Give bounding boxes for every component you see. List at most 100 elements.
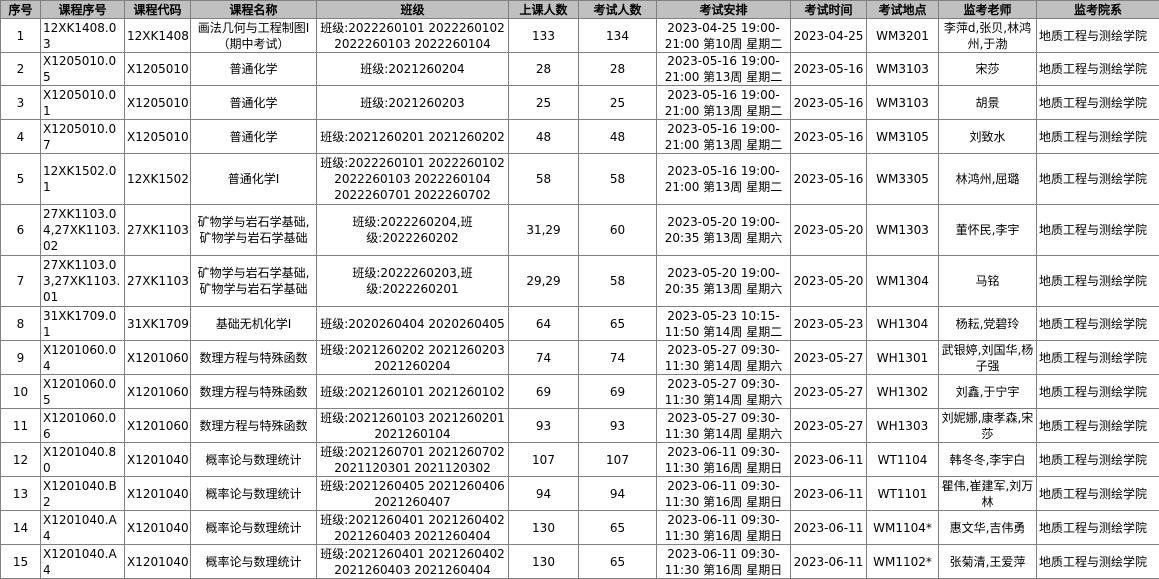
header-cell: 考试时间 bbox=[790, 0, 867, 19]
course-name: 普通化学 bbox=[190, 52, 317, 86]
proctors: 董怀民,李宇 bbox=[938, 204, 1037, 256]
department: 地质工程与测绘学院 bbox=[1036, 510, 1159, 545]
course-name: 概率论与数理统计 bbox=[190, 442, 317, 477]
enrolled: 93 bbox=[508, 408, 579, 443]
table-row: 13 X1201040.B2 X1201040 概率论与数理统计 班级:20212604… bbox=[0, 476, 1159, 511]
location: WT1104 bbox=[866, 442, 939, 477]
enrolled: 28 bbox=[508, 52, 579, 86]
course-name: 基础无机化学I bbox=[190, 306, 317, 341]
proctors: 胡景 bbox=[938, 85, 1037, 120]
examinees: 94 bbox=[578, 476, 657, 511]
enrolled: 130 bbox=[508, 510, 579, 545]
course-code: 12XK1502 bbox=[124, 153, 191, 205]
course-code: X1205010 bbox=[124, 52, 191, 86]
exam-date: 2023-06-11 bbox=[790, 442, 867, 477]
classes: 班级:2022260203,班级:2022260201 bbox=[316, 255, 509, 307]
proctors: 李萍d,张贝,林鸿州,于渤 bbox=[938, 18, 1037, 53]
course-number: 12XK1408.03 bbox=[40, 18, 125, 53]
proctors: 宋莎 bbox=[938, 52, 1037, 86]
examinees: 93 bbox=[578, 408, 657, 443]
department: 地质工程与测绘学院 bbox=[1036, 442, 1159, 477]
enrolled: 130 bbox=[508, 544, 579, 579]
enrolled: 69 bbox=[508, 374, 579, 409]
classes: 班级:2021260401 2021260402 2021260403 2021… bbox=[316, 544, 509, 579]
course-code: X1201040 bbox=[124, 544, 191, 579]
course-name: 矿物学与岩石学基础,矿物学与岩石学基础 bbox=[190, 255, 317, 307]
proctors: 刘致水 bbox=[938, 119, 1037, 154]
department: 地质工程与测绘学院 bbox=[1036, 544, 1159, 579]
location: WH1301 bbox=[866, 340, 939, 375]
course-code: 27XK1103,27XK1103 bbox=[124, 204, 191, 256]
course-number: X1201040.A4 bbox=[40, 510, 125, 545]
examinees: 134 bbox=[578, 18, 657, 53]
course-name: 概率论与数理统计 bbox=[190, 476, 317, 511]
table-row: 11 X1201060.06 X1201060 数理方程与特殊函数 班级:2021260… bbox=[0, 408, 1159, 443]
classes: 班级:2022260204,班级:2022260202 bbox=[316, 204, 509, 256]
exam-date: 2023-05-23 bbox=[790, 306, 867, 341]
course-number: X1201040.B2 bbox=[40, 476, 125, 511]
department: 地质工程与测绘学院 bbox=[1036, 119, 1159, 154]
enrolled: 58 bbox=[508, 153, 579, 205]
exam-date: 2023-05-20 bbox=[790, 255, 867, 307]
header-cell: 考试安排 bbox=[656, 0, 791, 19]
header-row: 序号 课程序号 课程代码 课程名称 班级 上课人数 考试人数 考试安排 考试时间 考试地点 监考老师… bbox=[0, 0, 1159, 19]
enrolled: 64 bbox=[508, 306, 579, 341]
course-code: 27XK1103,27XK1103 bbox=[124, 255, 191, 307]
index: 1 bbox=[0, 18, 41, 53]
schedule: 2023-06-11 09:30-11:30 第16周 星期日 bbox=[656, 442, 791, 477]
course-name: 普通化学 bbox=[190, 85, 317, 120]
location: WM1102* bbox=[866, 544, 939, 579]
header-cell: 监考院系 bbox=[1036, 0, 1159, 19]
header-cell: 上课人数 bbox=[508, 0, 579, 19]
examinees: 74 bbox=[578, 340, 657, 375]
department: 地质工程与测绘学院 bbox=[1036, 85, 1159, 120]
location: WM3103 bbox=[866, 52, 939, 86]
exam-date: 2023-05-27 bbox=[790, 408, 867, 443]
schedule: 2023-05-27 09:30-11:30 第14周 星期六 bbox=[656, 408, 791, 443]
exam-date: 2023-05-16 bbox=[790, 119, 867, 154]
table-row: 10 X1201060.05 X1201060 数理方程与特殊函数 班级:2021260… bbox=[0, 374, 1159, 409]
location: WM3305 bbox=[866, 153, 939, 205]
course-code: X1201060 bbox=[124, 374, 191, 409]
classes: 班级:2022260101 2022260102 2022260103 2022… bbox=[316, 18, 509, 53]
header-cell: 课程代码 bbox=[124, 0, 191, 19]
classes: 班级:2021260204 bbox=[316, 52, 509, 86]
index: 14 bbox=[0, 510, 41, 545]
proctors: 惠文华,吉伟勇 bbox=[938, 510, 1037, 545]
schedule: 2023-05-16 19:00-21:00 第13周 星期二 bbox=[656, 153, 791, 205]
location: WM3105 bbox=[866, 119, 939, 154]
classes: 班级:2022260101 2022260102 2022260103 2022… bbox=[316, 153, 509, 205]
exam-date: 2023-05-27 bbox=[790, 374, 867, 409]
location: WH1304 bbox=[866, 306, 939, 341]
header-cell: 考试地点 bbox=[866, 0, 939, 19]
course-code: 31XK1709 bbox=[124, 306, 191, 341]
exam-date: 2023-05-20 bbox=[790, 204, 867, 256]
course-name: 概率论与数理统计 bbox=[190, 544, 317, 579]
schedule: 2023-05-16 19:00-21:00 第13周 星期二 bbox=[656, 119, 791, 154]
index: 5 bbox=[0, 153, 41, 205]
enrolled: 29,29 bbox=[508, 255, 579, 307]
department: 地质工程与测绘学院 bbox=[1036, 18, 1159, 53]
header-cell: 课程名称 bbox=[190, 0, 317, 19]
schedule: 2023-05-27 09:30-11:30 第14周 星期六 bbox=[656, 374, 791, 409]
enrolled: 25 bbox=[508, 85, 579, 120]
schedule: 2023-06-11 09:30-11:30 第16周 星期日 bbox=[656, 476, 791, 511]
proctors: 刘鑫,于宁宇 bbox=[938, 374, 1037, 409]
course-number: 27XK1103.04,27XK1103.02 bbox=[40, 204, 125, 256]
schedule: 2023-05-27 09:30-11:30 第14周 星期六 bbox=[656, 340, 791, 375]
index: 6 bbox=[0, 204, 41, 256]
enrolled: 94 bbox=[508, 476, 579, 511]
classes: 班级:2021260401 2021260402 2021260403 2021… bbox=[316, 510, 509, 545]
course-name: 概率论与数理统计 bbox=[190, 510, 317, 545]
location: WH1302 bbox=[866, 374, 939, 409]
classes: 班级:2021260202 2021260203 2021260204 bbox=[316, 340, 509, 375]
header-cell: 监考老师 bbox=[938, 0, 1037, 19]
course-number: X1201040.80 bbox=[40, 442, 125, 477]
table-row: 15 X1201040.A4 X1201040 概率论与数理统计 班级:20212604… bbox=[0, 544, 1159, 579]
examinees: 58 bbox=[578, 255, 657, 307]
location: WM3201 bbox=[866, 18, 939, 53]
enrolled: 74 bbox=[508, 340, 579, 375]
index: 15 bbox=[0, 544, 41, 579]
enrolled: 31,29 bbox=[508, 204, 579, 256]
